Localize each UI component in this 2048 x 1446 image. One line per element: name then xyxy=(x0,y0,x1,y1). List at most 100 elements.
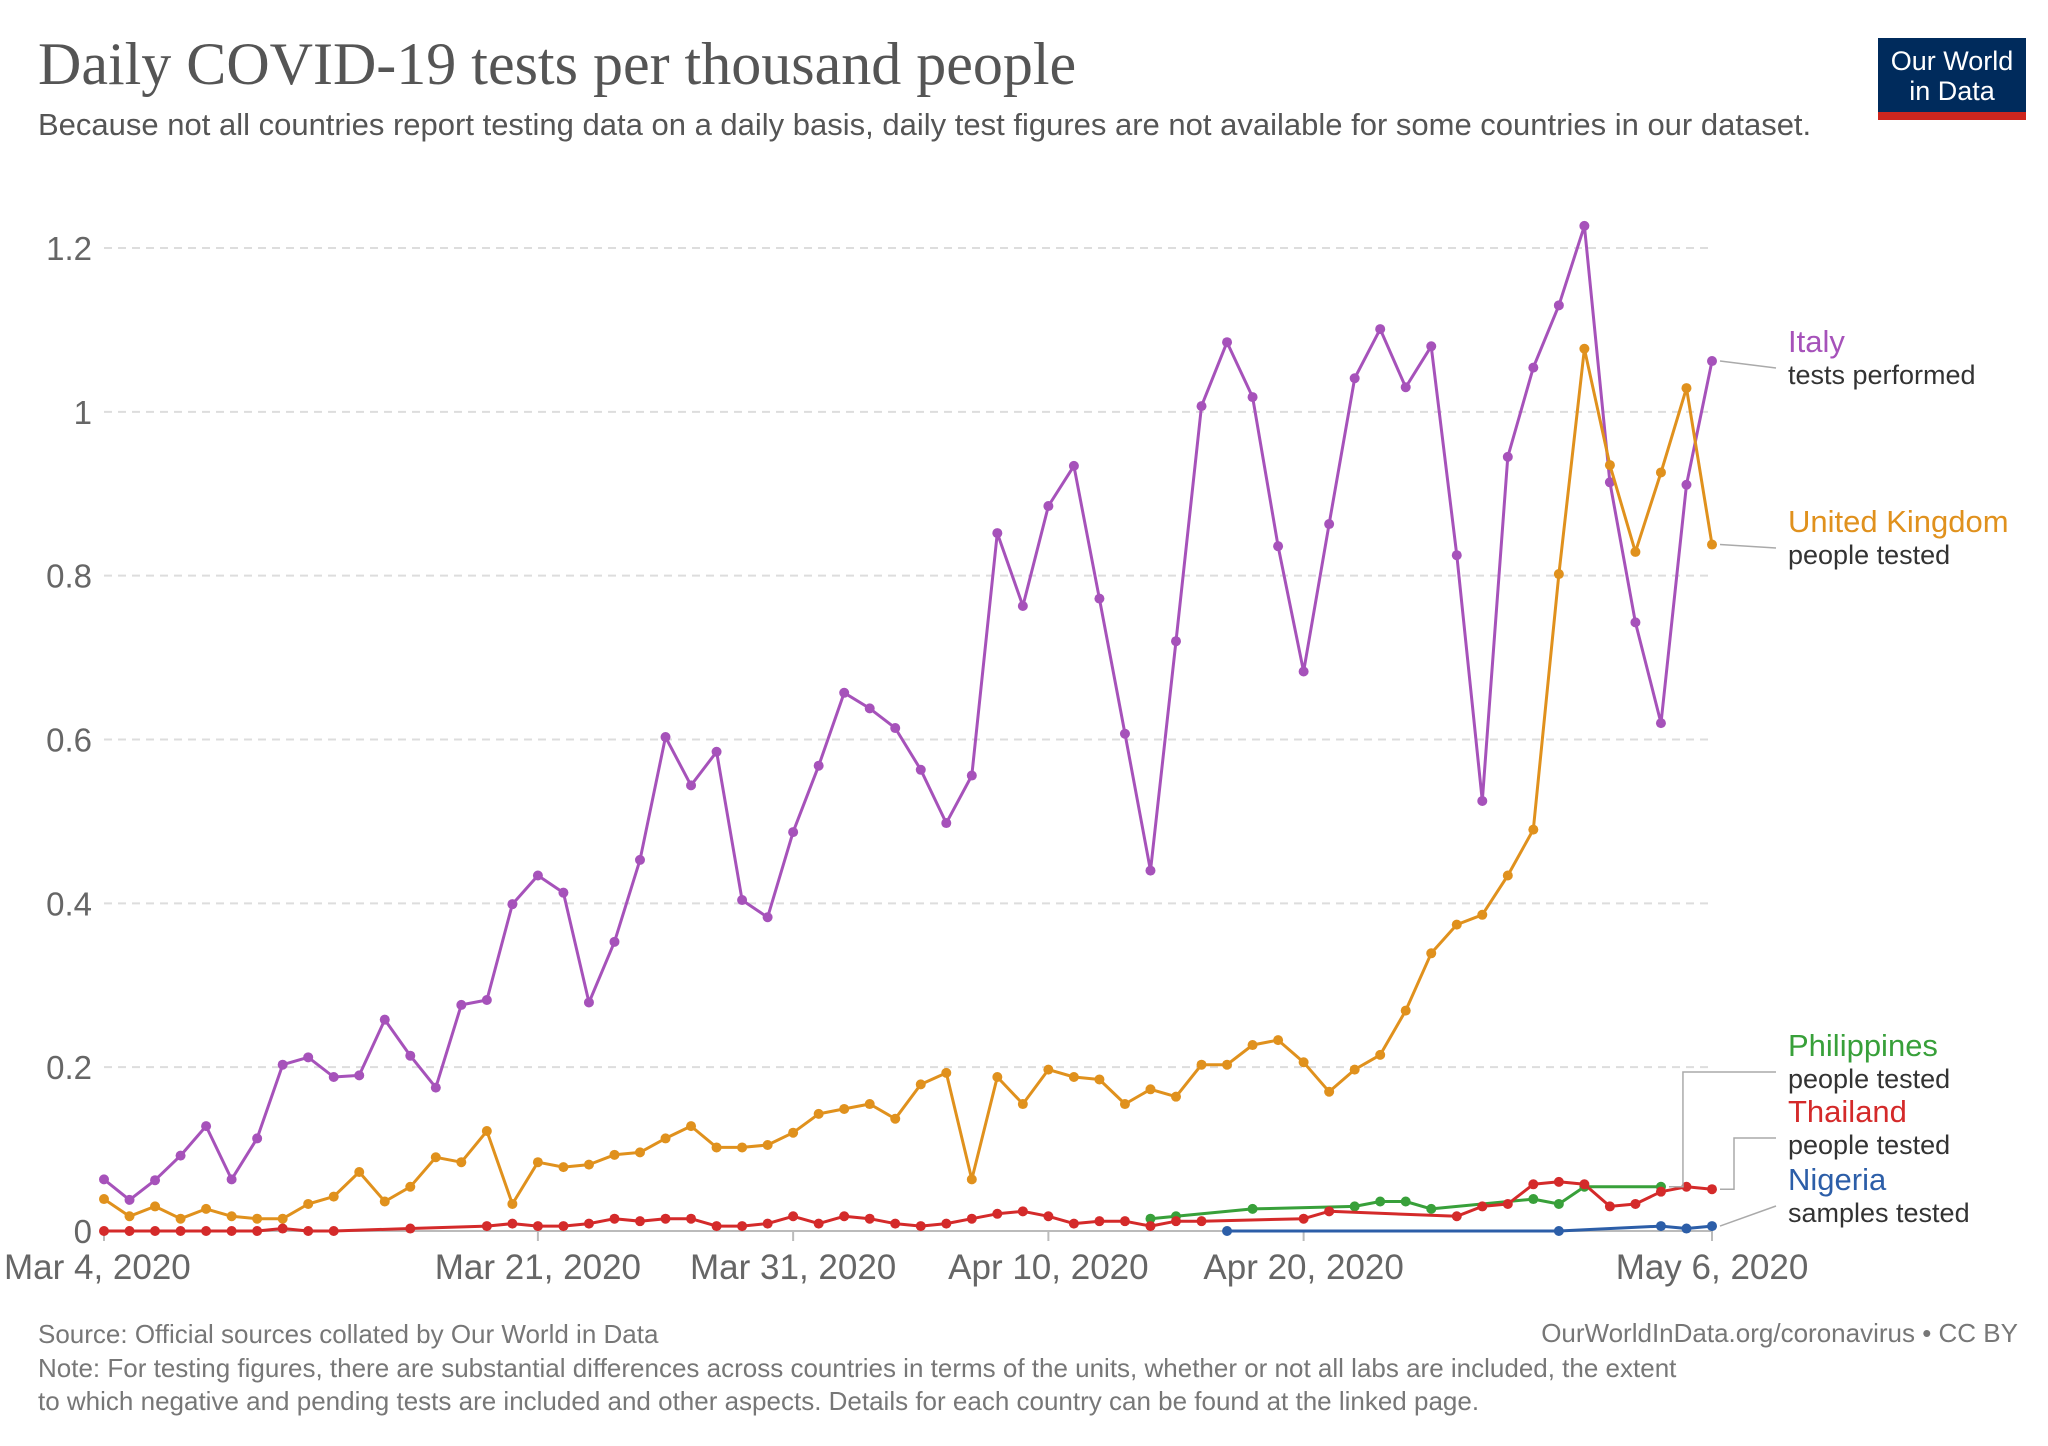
data-point-united-kingdom[interactable] xyxy=(175,1213,186,1224)
data-point-united-kingdom[interactable] xyxy=(124,1211,135,1222)
data-point-italy[interactable] xyxy=(1707,356,1717,367)
data-point-italy[interactable] xyxy=(1681,479,1692,490)
data-point-united-kingdom[interactable] xyxy=(915,1079,926,1090)
data-point-united-kingdom[interactable] xyxy=(966,1174,977,1185)
data-point-united-kingdom[interactable] xyxy=(890,1113,901,1124)
data-point-philippines[interactable] xyxy=(1528,1194,1539,1205)
data-point-united-kingdom[interactable] xyxy=(686,1121,697,1132)
data-point-united-kingdom[interactable] xyxy=(609,1149,620,1160)
data-point-italy[interactable] xyxy=(788,827,799,838)
data-point-thailand[interactable] xyxy=(762,1218,773,1229)
data-point-thailand[interactable] xyxy=(1528,1179,1539,1190)
data-point-italy[interactable] xyxy=(201,1121,212,1132)
data-point-united-kingdom[interactable] xyxy=(1426,948,1437,959)
data-point-italy[interactable] xyxy=(175,1150,186,1161)
data-point-thailand[interactable] xyxy=(864,1213,875,1224)
data-point-italy[interactable] xyxy=(1222,337,1233,348)
data-point-united-kingdom[interactable] xyxy=(405,1181,416,1192)
data-point-nigeria[interactable] xyxy=(1707,1221,1717,1232)
data-point-united-kingdom[interactable] xyxy=(813,1108,824,1119)
data-point-italy[interactable] xyxy=(99,1174,109,1185)
data-point-italy[interactable] xyxy=(660,732,671,743)
data-point-philippines[interactable] xyxy=(1426,1203,1437,1214)
data-point-italy[interactable] xyxy=(456,999,467,1010)
data-point-italy[interactable] xyxy=(405,1050,416,1061)
data-point-italy[interactable] xyxy=(1451,550,1462,561)
data-point-thailand[interactable] xyxy=(1579,1179,1590,1190)
data-point-thailand[interactable] xyxy=(175,1226,186,1236)
data-point-united-kingdom[interactable] xyxy=(635,1147,645,1158)
data-point-united-kingdom[interactable] xyxy=(1068,1071,1079,1082)
data-point-united-kingdom[interactable] xyxy=(1604,460,1615,471)
data-point-thailand[interactable] xyxy=(252,1226,263,1236)
license-link[interactable]: OurWorldInData.org/coronavirus • CC BY xyxy=(1541,1318,2018,1348)
data-point-thailand[interactable] xyxy=(737,1221,748,1232)
data-point-united-kingdom[interactable] xyxy=(1145,1084,1156,1095)
data-point-thailand[interactable] xyxy=(711,1221,722,1232)
data-point-thailand[interactable] xyxy=(1604,1201,1615,1212)
data-point-italy[interactable] xyxy=(1094,593,1105,604)
data-point-thailand[interactable] xyxy=(583,1218,594,1229)
data-point-italy[interactable] xyxy=(328,1071,339,1082)
data-point-nigeria[interactable] xyxy=(1553,1226,1564,1236)
data-point-thailand[interactable] xyxy=(277,1223,288,1234)
data-point-thailand[interactable] xyxy=(1707,1184,1717,1195)
data-point-thailand[interactable] xyxy=(150,1226,161,1236)
data-point-thailand[interactable] xyxy=(966,1213,977,1224)
data-point-united-kingdom[interactable] xyxy=(1630,546,1641,557)
data-point-italy[interactable] xyxy=(1017,600,1028,611)
data-point-thailand[interactable] xyxy=(1094,1216,1105,1227)
data-point-united-kingdom[interactable] xyxy=(1119,1099,1130,1110)
data-point-united-kingdom[interactable] xyxy=(1043,1064,1054,1075)
data-point-italy[interactable] xyxy=(507,899,518,910)
data-point-united-kingdom[interactable] xyxy=(1324,1086,1335,1097)
data-point-united-kingdom[interactable] xyxy=(456,1157,467,1168)
data-point-thailand[interactable] xyxy=(1196,1216,1207,1227)
data-point-thailand[interactable] xyxy=(1043,1211,1054,1222)
data-point-thailand[interactable] xyxy=(915,1221,926,1232)
data-point-united-kingdom[interactable] xyxy=(507,1198,518,1209)
data-point-italy[interactable] xyxy=(532,870,543,881)
data-point-thailand[interactable] xyxy=(1477,1201,1488,1212)
data-point-italy[interactable] xyxy=(1298,666,1309,677)
data-point-thailand[interactable] xyxy=(788,1211,799,1222)
data-point-italy[interactable] xyxy=(839,687,850,698)
data-point-thailand[interactable] xyxy=(1145,1221,1156,1232)
data-point-thailand[interactable] xyxy=(813,1218,824,1229)
data-point-united-kingdom[interactable] xyxy=(1579,343,1590,354)
data-point-italy[interactable] xyxy=(277,1059,288,1070)
data-point-italy[interactable] xyxy=(1579,220,1590,231)
data-point-united-kingdom[interactable] xyxy=(1477,909,1488,920)
data-point-italy[interactable] xyxy=(1068,460,1079,471)
data-point-thailand[interactable] xyxy=(303,1226,314,1236)
data-point-united-kingdom[interactable] xyxy=(303,1198,314,1209)
data-point-united-kingdom[interactable] xyxy=(762,1139,773,1150)
data-point-italy[interactable] xyxy=(1604,477,1615,488)
data-point-united-kingdom[interactable] xyxy=(1017,1099,1028,1110)
data-point-philippines[interactable] xyxy=(1553,1198,1564,1209)
series-nigeria[interactable] xyxy=(1222,1221,1717,1236)
data-point-thailand[interactable] xyxy=(99,1226,109,1236)
data-point-united-kingdom[interactable] xyxy=(711,1142,722,1153)
data-point-united-kingdom[interactable] xyxy=(277,1213,288,1224)
data-point-philippines[interactable] xyxy=(1375,1196,1386,1207)
data-point-italy[interactable] xyxy=(1324,519,1335,530)
data-point-thailand[interactable] xyxy=(1324,1206,1335,1217)
data-point-united-kingdom[interactable] xyxy=(1196,1059,1207,1070)
data-point-italy[interactable] xyxy=(915,764,926,775)
data-point-united-kingdom[interactable] xyxy=(99,1194,109,1205)
data-point-thailand[interactable] xyxy=(507,1218,518,1229)
data-point-united-kingdom[interactable] xyxy=(1094,1074,1105,1085)
data-point-thailand[interactable] xyxy=(1681,1181,1692,1192)
data-point-italy[interactable] xyxy=(609,936,620,947)
data-point-thailand[interactable] xyxy=(992,1208,1003,1219)
data-point-thailand[interactable] xyxy=(226,1226,237,1236)
data-point-italy[interactable] xyxy=(1145,865,1156,876)
data-point-italy[interactable] xyxy=(813,760,824,771)
data-point-italy[interactable] xyxy=(252,1133,263,1144)
data-point-united-kingdom[interactable] xyxy=(430,1152,441,1163)
data-point-italy[interactable] xyxy=(558,887,569,898)
